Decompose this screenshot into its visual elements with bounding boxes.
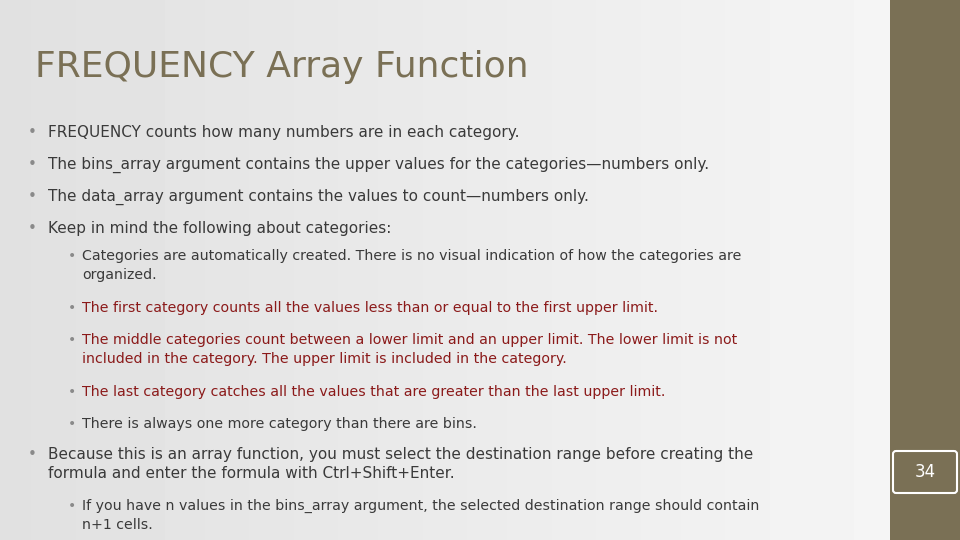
Bar	[890, 0, 960, 540]
Text: •: •	[68, 249, 76, 263]
Text: n+1 cells.: n+1 cells.	[82, 518, 153, 532]
Text: formula and enter the formula with Ctrl+Shift+Enter.: formula and enter the formula with Ctrl+…	[48, 466, 455, 481]
Text: Keep in mind the following about categories:: Keep in mind the following about categor…	[48, 221, 392, 236]
Text: 34: 34	[915, 463, 936, 481]
Text: •: •	[68, 499, 76, 513]
Text: •: •	[68, 385, 76, 399]
Text: The data_array argument contains the values to count—numbers only.: The data_array argument contains the val…	[48, 189, 588, 205]
Text: The last category catches all the values that are greater than the last upper li: The last category catches all the values…	[82, 385, 665, 399]
Text: The bins_array argument contains the upper values for the categories—numbers onl: The bins_array argument contains the upp…	[48, 157, 709, 173]
Text: •: •	[68, 301, 76, 315]
Text: If you have n values in the bins_array argument, the selected destination range : If you have n values in the bins_array a…	[82, 499, 759, 513]
Text: There is always one more category than there are bins.: There is always one more category than t…	[82, 417, 477, 431]
Text: •: •	[28, 189, 36, 204]
Text: Because this is an array function, you must select the destination range before : Because this is an array function, you m…	[48, 447, 754, 462]
Text: The middle categories count between a lower limit and an upper limit. The lower : The middle categories count between a lo…	[82, 333, 737, 347]
Text: •: •	[28, 125, 36, 140]
Text: organized.: organized.	[82, 268, 156, 282]
Text: included in the category. The upper limit is included in the category.: included in the category. The upper limi…	[82, 352, 566, 366]
Text: Categories are automatically created. There is no visual indication of how the c: Categories are automatically created. Th…	[82, 249, 741, 263]
Text: •: •	[28, 447, 36, 462]
Text: •: •	[68, 417, 76, 431]
Text: •: •	[68, 333, 76, 347]
Text: FREQUENCY Array Function: FREQUENCY Array Function	[35, 50, 529, 84]
Text: The first category counts all the values less than or equal to the first upper l: The first category counts all the values…	[82, 301, 658, 315]
Text: •: •	[28, 221, 36, 236]
Text: •: •	[28, 157, 36, 172]
Text: FREQUENCY counts how many numbers are in each category.: FREQUENCY counts how many numbers are in…	[48, 125, 519, 140]
